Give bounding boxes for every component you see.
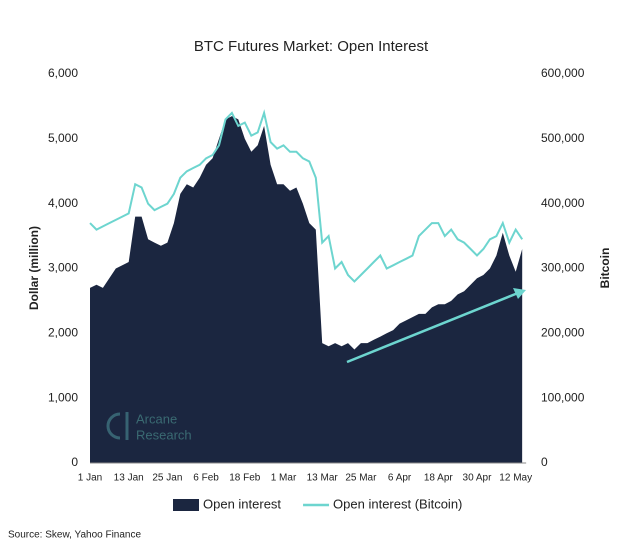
x-tick-label: 25 Jan bbox=[152, 473, 182, 484]
legend-swatch bbox=[173, 499, 199, 511]
watermark: Arcane bbox=[136, 411, 177, 426]
y-tick-label: 3,000 bbox=[48, 261, 78, 275]
x-tick-label: 1 Jan bbox=[78, 473, 102, 484]
arrow-head bbox=[513, 288, 526, 299]
logo-arc bbox=[106, 412, 121, 440]
y2-tick-label: 0 bbox=[541, 455, 548, 469]
y2-tick-label: 200,000 bbox=[541, 326, 585, 340]
y-axis-title: Dollar (million) bbox=[27, 226, 41, 310]
x-tick-label: 13 Jan bbox=[114, 473, 144, 484]
legend-label: Open interest (Bitcoin) bbox=[333, 496, 462, 511]
y2-tick-label: 300,000 bbox=[541, 261, 585, 275]
x-tick-label: 30 Apr bbox=[463, 473, 493, 484]
x-tick-label: 1 Mar bbox=[271, 473, 297, 484]
y-tick-label: 2,000 bbox=[48, 326, 78, 340]
x-tick-label: 13 Mar bbox=[307, 473, 339, 484]
trend-arrow bbox=[346, 291, 519, 364]
y-tick-label: 6,000 bbox=[48, 66, 78, 80]
x-tick-label: 6 Feb bbox=[193, 473, 219, 484]
y-tick-label: 1,000 bbox=[48, 390, 78, 404]
y-tick-label: 0 bbox=[71, 455, 78, 469]
x-tick-label: 18 Feb bbox=[229, 473, 261, 484]
y2-tick-label: 500,000 bbox=[541, 131, 585, 145]
y-tick-label: 5,000 bbox=[48, 131, 78, 145]
chart-title: BTC Futures Market: Open Interest bbox=[194, 38, 429, 55]
x-tick-label: 18 Apr bbox=[424, 473, 454, 484]
legend-label: Open interest bbox=[203, 496, 281, 511]
y2-axis-title: Bitcoin bbox=[598, 248, 612, 289]
watermark-logo bbox=[106, 412, 129, 440]
y2-tick-label: 400,000 bbox=[541, 196, 585, 210]
y2-tick-label: 600,000 bbox=[541, 66, 585, 80]
area bbox=[90, 116, 523, 463]
x-tick-label: 6 Apr bbox=[388, 473, 412, 484]
x-tick-label: 12 May bbox=[499, 473, 532, 484]
source: Source: Skew, Yahoo Finance bbox=[8, 530, 141, 541]
watermark: Research bbox=[136, 427, 192, 442]
line bbox=[89, 109, 524, 283]
y2-tick-label: 100,000 bbox=[541, 390, 585, 404]
x-tick-label: 25 Mar bbox=[345, 473, 377, 484]
y-tick-label: 4,000 bbox=[48, 196, 78, 210]
